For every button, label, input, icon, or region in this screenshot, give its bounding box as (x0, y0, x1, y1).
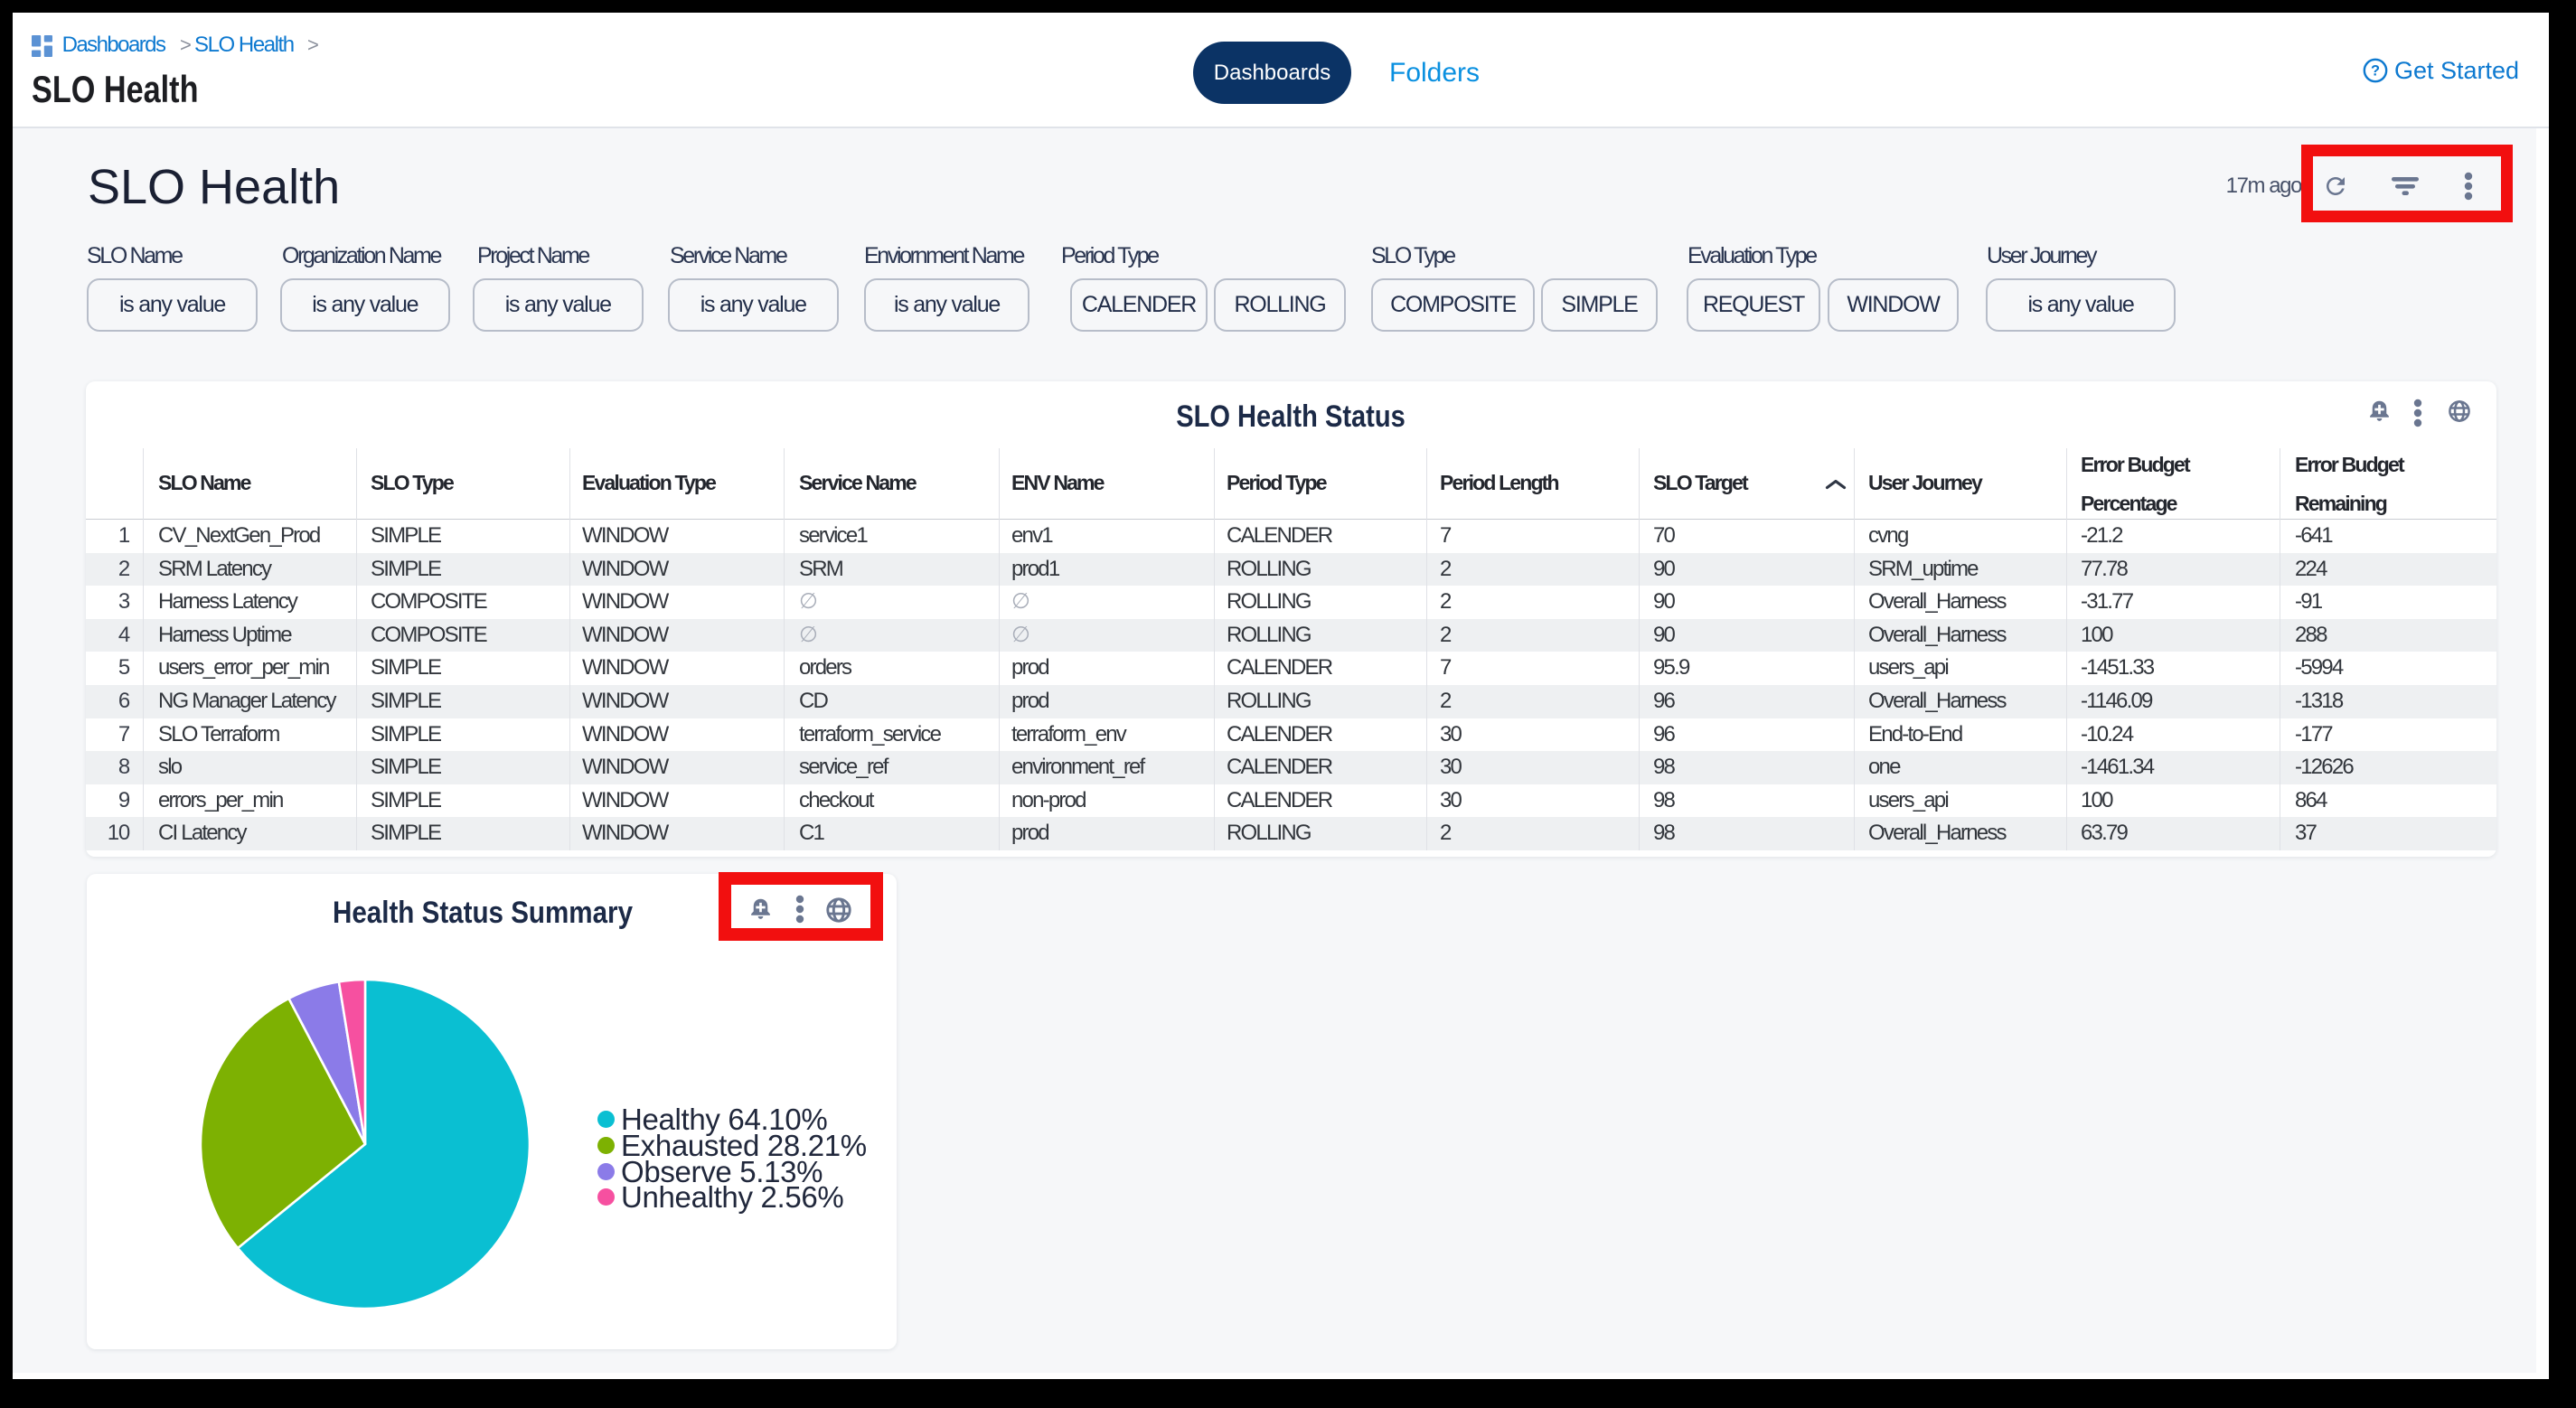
svg-text:?: ? (2371, 63, 2380, 80)
